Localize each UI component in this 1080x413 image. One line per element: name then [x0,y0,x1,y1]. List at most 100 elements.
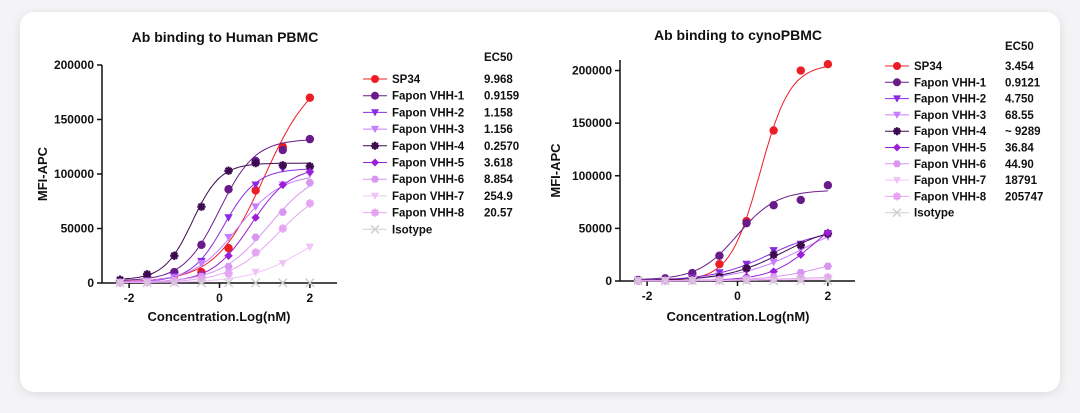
fit-curve [120,162,310,280]
data-point [769,274,778,284]
legend-label: Fapon VHH-4 [392,141,465,153]
legend-marker [893,127,901,136]
legend-ec50-value: 36.84 [1005,143,1034,155]
data-point [687,276,698,286]
data-point [741,276,752,286]
legend-marker [893,160,901,168]
legend-label: Fapon VHH-6 [392,174,464,186]
legend-ec50-value: 44.90 [1005,159,1034,171]
fit-curve [638,276,828,282]
legend-label: Fapon VHH-6 [914,159,986,171]
data-point [305,278,315,288]
data-point [197,260,206,268]
series-sp34 [115,93,315,287]
y-tick-label: 100000 [54,167,94,181]
data-point [796,241,805,250]
data-point [742,264,751,273]
data-point [796,276,806,286]
data-point [278,145,287,155]
legend-label: Fapon VHH-8 [392,208,465,220]
legend-marker [371,109,379,117]
data-point [769,126,778,135]
legend-ec50-value: 1.158 [484,107,513,119]
legend-marker [893,176,901,185]
legend-ec50-value: 18791 [1005,175,1038,187]
legend-marker [893,143,901,152]
fit-curve [120,204,311,283]
data-point [251,158,260,168]
series-sp34 [633,60,833,285]
x-axis-label: Concentration.Log(nM) [148,309,291,324]
series-fapon-vhh-4 [115,158,315,284]
data-point [823,276,833,286]
legend-ec50-value: 3.618 [484,158,513,170]
data-point [223,278,234,288]
data-point [796,66,805,75]
data-point [224,233,233,242]
series-isotype [115,278,315,288]
data-point [796,274,805,283]
series-isotype [633,276,833,286]
data-point [769,250,778,259]
chart-human-pbmc: Ab binding to Human PBMC 0 50000 100000 1500… [35,29,519,324]
x-tick-label: 2 [307,291,314,305]
data-point [250,278,261,288]
data-point [714,276,725,286]
legend: EC50 SP34 9.968 Fapon VHH-1 0.9159 Fapon VHH-… [363,52,519,236]
legend-marker [371,125,379,134]
legend-label: Fapon VHH-1 [392,91,465,103]
legend-ec50-value: 0.9159 [484,91,519,103]
data-point [305,199,315,208]
legend-label: Fapon VHH-8 [914,191,987,203]
y-tick-label: 200000 [54,58,94,72]
data-point [796,250,805,259]
data-point [197,202,206,211]
data-point [715,251,724,260]
data-point [224,268,233,278]
legend-label: Fapon VHH-7 [392,191,464,203]
legend-label: Fapon VHH-3 [392,124,464,136]
legend-label: SP34 [392,74,421,86]
data-point [742,218,751,228]
legend-marker [371,208,379,217]
data-point [197,275,206,284]
legend-label: Fapon VHH-3 [914,110,986,122]
fit-curve [120,185,311,283]
legend-label: Fapon VHH-5 [914,143,987,155]
data-point [305,162,315,171]
legend-label: Fapon VHH-2 [392,107,464,119]
data-point [823,228,833,237]
data-point [305,167,315,177]
legend-marker [371,192,379,200]
y-tick-label: 150000 [572,116,612,130]
data-point [251,203,260,211]
y-tick-label: 0 [605,274,612,288]
legend-ec50-value: 4.750 [1005,94,1034,106]
legend-marker [370,224,380,234]
legend-marker [371,75,379,83]
chart-title: Ab binding to Human PBMC [132,29,319,45]
series-fapon-vhh-1 [633,181,833,285]
data-point [115,278,125,288]
legend-label: Isotype [914,208,954,220]
data-point [251,233,260,241]
data-point [305,93,315,102]
data-point [823,181,833,190]
chart-cyno-pbmc: Ab binding to cynoPBMC 0 50000 100000 150000… [548,27,1043,324]
data-point [633,276,643,286]
legend-ec50-header: EC50 [484,52,513,64]
x-tick-label: -2 [642,289,653,303]
data-point [197,240,206,250]
x-tick-label: 0 [734,289,741,303]
y-tick-label: 200000 [572,64,612,78]
legend-label: Fapon VHH-2 [914,94,986,106]
legend-ec50-value: 8.854 [484,174,513,186]
x-tick-label: 2 [825,289,832,303]
series-fapon-vhh-6 [115,179,315,287]
data-point [251,268,260,277]
legend-ec50-value: 1.156 [484,124,513,136]
legend-label: SP34 [914,61,943,73]
data-point [715,259,724,269]
legend-marker [893,62,901,70]
